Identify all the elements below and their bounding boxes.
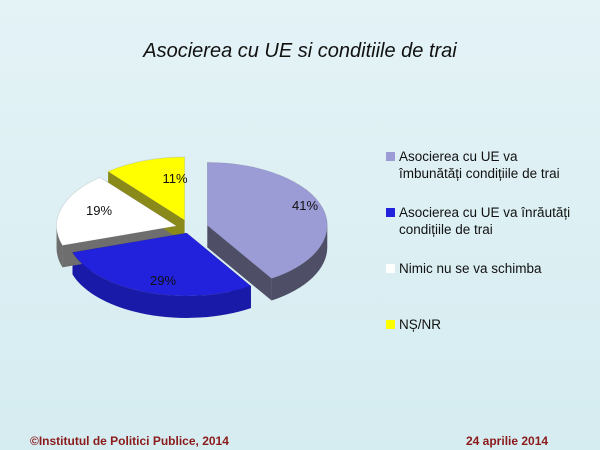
pie-data-label: 41% — [292, 198, 318, 213]
pie-data-label: 11% — [162, 171, 187, 186]
legend-item-improve: Asocierea cu UE va îmbunătăți condițiile… — [383, 148, 583, 204]
legend-label: Asocierea cu UE va îmbunătăți condițiile… — [399, 149, 560, 181]
pie-data-label: 29% — [150, 273, 176, 288]
pie-labels: 41% 29% 19% 11% — [86, 171, 318, 288]
legend: Asocierea cu UE va îmbunătăți condițiile… — [383, 148, 583, 372]
legend-label: NȘ/NR — [399, 317, 442, 332]
legend-swatch — [386, 208, 395, 217]
legend-item-worsen: Asocierea cu UE va înrăutăți condițiile … — [383, 204, 583, 260]
legend-item-dk-na: NȘ/NR — [383, 316, 583, 372]
footer-copyright: ©Institutul de Politici Publice, 2014 — [30, 434, 229, 448]
footer-date: 24 aprilie 2014 — [466, 434, 549, 448]
pie-slice — [56, 177, 178, 246]
legend-label: Nimic nu se va schimba — [399, 261, 542, 276]
legend-swatch — [386, 264, 395, 273]
pie-slice — [107, 156, 185, 221]
pie-chart: 41% 29% 19% 11% — [56, 156, 328, 318]
chart-title: Asocierea cu UE si conditiile de trai — [143, 40, 457, 62]
pie-slice-side — [72, 252, 251, 318]
legend-swatch — [386, 320, 395, 329]
legend-label: Asocierea cu UE va înrăutăți condițiile … — [399, 205, 571, 237]
pie-tops — [56, 156, 328, 297]
pie-slice-side — [271, 225, 328, 301]
pie-slice-side — [56, 225, 63, 268]
pie-slice-cut-face — [207, 225, 272, 301]
pie-slice — [71, 232, 252, 297]
pie-data-label: 19% — [86, 203, 112, 218]
legend-swatch — [386, 152, 395, 161]
legend-item-no-change: Nimic nu se va schimba — [383, 260, 583, 316]
pie-slice — [206, 162, 328, 279]
